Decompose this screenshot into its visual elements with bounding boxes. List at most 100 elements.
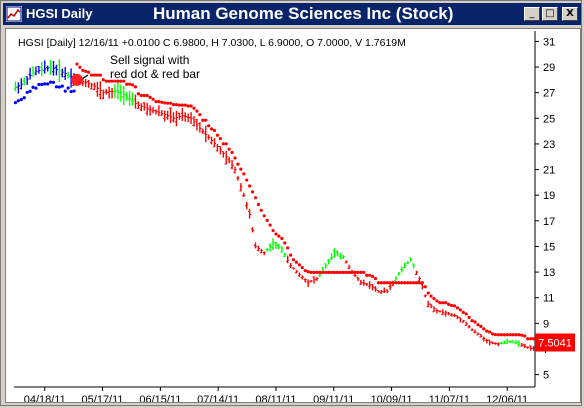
stop-dot-blue [51, 80, 56, 84]
stop-dot-red [87, 70, 91, 74]
stop-dot-red [195, 109, 199, 113]
stop-dot-red [499, 333, 503, 337]
stop-dot-red [449, 303, 454, 308]
stop-dot-red [496, 333, 501, 337]
stop-dot-red [253, 196, 258, 200]
stop-dot-red [209, 127, 214, 131]
stop-dot-red [110, 79, 114, 83]
stop-dot-red [122, 79, 126, 83]
y-tick-label: 25 [543, 113, 555, 125]
chart-area: 5791113151719212325272931 04/18/1105/17/… [5, 28, 581, 406]
x-tick-label: 06/15/11 [139, 394, 181, 402]
y-tick-label: 13 [543, 267, 555, 279]
stop-dot-red [359, 270, 363, 274]
stop-dot-red [163, 101, 167, 105]
maximize-button[interactable]: □ [542, 7, 558, 21]
stop-dot-red [283, 241, 287, 245]
stop-dot-red [432, 297, 436, 301]
stop-dot-red [514, 333, 518, 337]
stop-dot-red [291, 258, 296, 262]
stop-dot-red [230, 150, 234, 155]
stop-dot-blue [37, 82, 41, 87]
y-tick-label: 23 [543, 139, 555, 151]
stop-dot-red [373, 276, 378, 281]
stop-dot-red [420, 281, 424, 285]
stop-dot-blue [25, 90, 29, 95]
chart-app-icon[interactable] [6, 6, 22, 22]
stop-dot-blue [28, 89, 32, 93]
stop-dot-red [344, 270, 348, 274]
stop-dot-red [198, 113, 202, 117]
y-tick-label: 19 [543, 190, 555, 202]
stop-dot-red [133, 85, 138, 89]
stop-dot-red [274, 232, 278, 236]
stop-dot-red [157, 100, 161, 104]
y-tick-label: 21 [543, 165, 555, 177]
stop-dot-red [520, 333, 524, 337]
stop-dot-red [347, 270, 351, 274]
stop-dot-red [382, 281, 386, 285]
stop-dot-red [186, 104, 190, 108]
stop-dot-red [441, 301, 445, 305]
stop-dot-red [180, 103, 184, 107]
stop-dot-blue [63, 89, 67, 93]
y-tick-label: 29 [543, 62, 555, 74]
title-bar[interactable]: HGSI Daily Human Genome Sciences Inc (St… [3, 3, 581, 25]
stop-dot-red [177, 103, 181, 107]
stop-dot-red [95, 73, 100, 77]
x-tick-label: 11/07/11 [429, 394, 470, 402]
stop-dot-red [350, 270, 354, 274]
stop-dot-red [303, 269, 307, 273]
stop-dot-red [142, 93, 146, 98]
stop-dot-red [523, 334, 527, 338]
stop-dot-red [248, 184, 252, 188]
stop-dot-red [101, 78, 105, 82]
stop-dot-red [119, 79, 123, 83]
sell-signal-annotation: Sell signal with red dot & red bar [72, 53, 200, 86]
stop-dot-red [256, 202, 261, 207]
x-tick-label: 09/11/11 [313, 394, 354, 402]
stop-dot-red [271, 228, 275, 233]
stop-dot-red [183, 103, 187, 107]
stop-dot-red [130, 83, 135, 87]
stop-dot-red [341, 270, 345, 274]
stop-dot-red [473, 320, 477, 324]
stop-dot-red [92, 73, 97, 77]
stop-dot-red [464, 312, 468, 316]
stop-dot-red [201, 118, 205, 122]
y-tick-label: 15 [543, 241, 555, 253]
stop-dot-blue [69, 90, 73, 94]
stop-dot-red [145, 93, 149, 98]
price-bars [13, 59, 536, 351]
stop-dot-red [204, 118, 208, 122]
close-button[interactable]: X [562, 7, 578, 21]
stop-dot-red [329, 270, 334, 274]
x-tick-label: 07/14/11 [197, 394, 239, 402]
stop-dot-red [529, 337, 533, 341]
stop-dot-red [327, 270, 331, 274]
stop-dot-blue [60, 84, 64, 88]
stop-dot-red [490, 332, 495, 336]
stop-dot-blue [16, 99, 20, 103]
stop-dot-red [84, 69, 88, 73]
stop-dot-red [148, 95, 152, 99]
stop-dot-blue [13, 101, 18, 105]
stop-dot-red [107, 79, 111, 83]
stop-dot-red [414, 281, 419, 285]
stop-dot-red [300, 266, 304, 270]
stop-dot-red [482, 327, 486, 331]
stop-dot-red [192, 106, 196, 110]
x-tick-label: 08/11/11 [255, 394, 296, 402]
stop-dot-blue [43, 82, 47, 86]
stop-dot-red [376, 281, 381, 285]
minimize-button[interactable]: _ [524, 7, 540, 21]
y-tick-label: 17 [543, 216, 555, 228]
stop-dot-red [81, 68, 85, 72]
stop-dot-red [435, 299, 439, 303]
stop-dot-red [379, 281, 383, 285]
stop-dot-red [406, 281, 410, 285]
stop-dot-red [403, 281, 407, 285]
stop-dot-red [438, 301, 442, 305]
stop-dot-red [365, 273, 369, 277]
